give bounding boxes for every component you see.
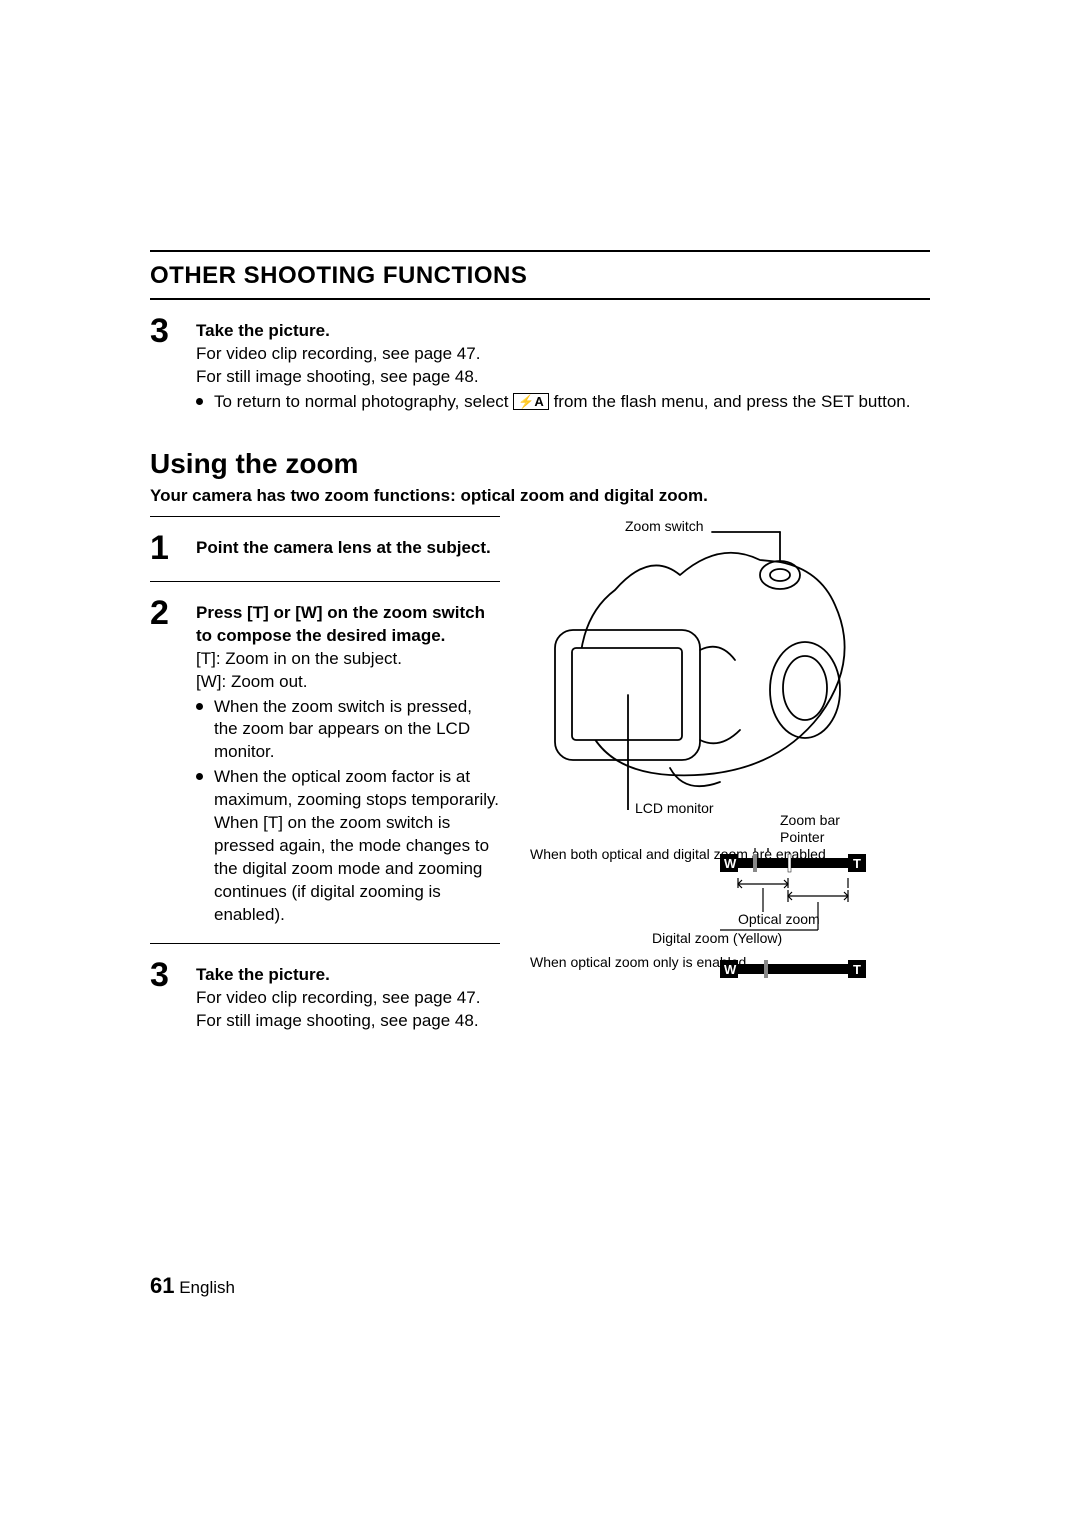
step-line: For still image shooting, see page 48. bbox=[196, 1010, 500, 1033]
step-number: 3 bbox=[150, 314, 196, 414]
optical-only-text: When optical zoom only is enabled bbox=[530, 954, 746, 970]
w-letter: W bbox=[724, 962, 737, 977]
zoom-switch-label: Zoom switch bbox=[625, 518, 704, 534]
step-3-bottom: 3 Take the picture. For video clip recor… bbox=[150, 958, 500, 1033]
rule-half bbox=[150, 943, 500, 944]
lcd-monitor-label: LCD monitor bbox=[635, 800, 714, 816]
optical-only-label: When optical zoom only is enabled bbox=[530, 954, 746, 972]
step-body: Take the picture. For video clip recordi… bbox=[196, 314, 930, 414]
two-column-layout: 1 Point the camera lens at the subject. … bbox=[150, 516, 930, 1049]
step-heading: Press [T] or [W] on the zoom switch to c… bbox=[196, 602, 500, 648]
bullet-item: When the zoom switch is pressed, the zoo… bbox=[196, 696, 500, 765]
rule-half bbox=[150, 581, 500, 582]
page-footer: 61 English bbox=[150, 1273, 235, 1299]
step-1: 1 Point the camera lens at the subject. bbox=[150, 531, 500, 565]
manual-page: OTHER SHOOTING FUNCTIONS 3 Take the pict… bbox=[150, 250, 930, 1049]
step-heading: Point the camera lens at the subject. bbox=[196, 537, 500, 560]
bullet-item: When the optical zoom factor is at maxim… bbox=[196, 766, 500, 927]
camera-illustration bbox=[520, 520, 880, 810]
zoom-bar-optical-only: W T bbox=[720, 954, 880, 982]
subsection-title: Using the zoom bbox=[150, 448, 930, 480]
bullet-list: When the zoom switch is pressed, the zoo… bbox=[196, 696, 500, 927]
zoom-bar-label: Zoom bar bbox=[780, 812, 840, 828]
left-column: 1 Point the camera lens at the subject. … bbox=[150, 516, 500, 1049]
right-column: Zoom switch LCD monitor Zoom bar Pointer… bbox=[520, 516, 930, 1049]
pointer-label: Pointer bbox=[780, 829, 824, 845]
t-letter: T bbox=[853, 962, 861, 977]
bullet-text-post: from the flash menu, and press the SET b… bbox=[554, 392, 911, 411]
step-3-top: 3 Take the picture. For video clip recor… bbox=[150, 314, 930, 414]
step-body: Press [T] or [W] on the zoom switch to c… bbox=[196, 596, 500, 927]
step-body: Point the camera lens at the subject. bbox=[196, 531, 500, 565]
bullet-text-pre: To return to normal photography, select bbox=[214, 392, 509, 411]
step-heading: Take the picture. bbox=[196, 320, 930, 343]
section-title: OTHER SHOOTING FUNCTIONS bbox=[150, 252, 930, 298]
step-line: [T]: Zoom in on the subject. bbox=[196, 648, 500, 671]
step-line: For still image shooting, see page 48. bbox=[196, 366, 930, 389]
t-letter: T bbox=[853, 856, 861, 871]
step-2: 2 Press [T] or [W] on the zoom switch to… bbox=[150, 596, 500, 927]
step-body: Take the picture. For video clip recordi… bbox=[196, 958, 500, 1033]
step-line: [W]: Zoom out. bbox=[196, 671, 500, 694]
step-number: 3 bbox=[150, 958, 196, 1033]
w-letter: W bbox=[724, 856, 737, 871]
rule-under-title bbox=[150, 298, 930, 300]
language-label: English bbox=[179, 1278, 235, 1297]
intro-text: Your camera has two zoom functions: opti… bbox=[150, 486, 930, 506]
flash-auto-icon: ⚡A bbox=[513, 393, 549, 411]
step-number: 1 bbox=[150, 531, 196, 565]
bullet-list: To return to normal photography, select … bbox=[196, 391, 930, 414]
step-number: 2 bbox=[150, 596, 196, 927]
step-heading: Take the picture. bbox=[196, 964, 500, 987]
zoom-bar-both: W T bbox=[720, 848, 880, 948]
step-line: For video clip recording, see page 47. bbox=[196, 987, 500, 1010]
rule-half bbox=[150, 516, 500, 517]
page-number: 61 bbox=[150, 1273, 174, 1298]
bullet-item: To return to normal photography, select … bbox=[196, 391, 930, 414]
step-line: For video clip recording, see page 47. bbox=[196, 343, 930, 366]
